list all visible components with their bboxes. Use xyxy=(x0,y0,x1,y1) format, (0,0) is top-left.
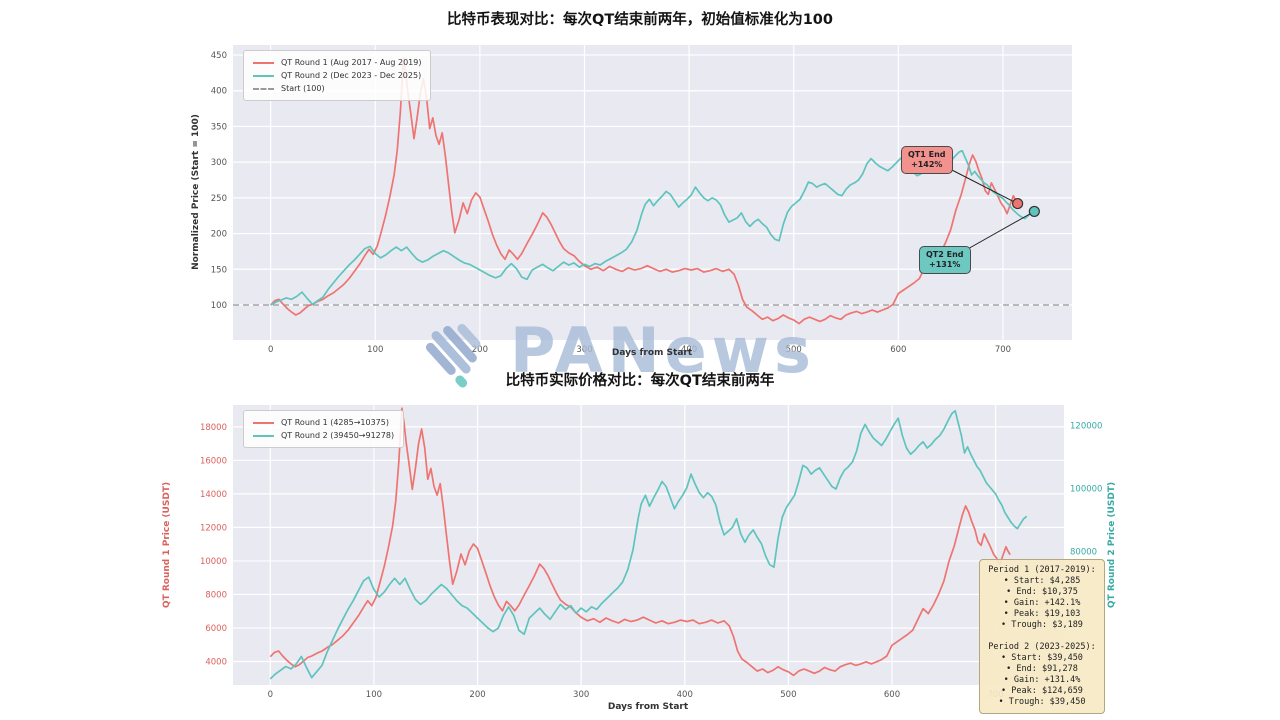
legend-label: QT Round 1 (Aug 2017 - Aug 2019) xyxy=(281,58,422,67)
qt2-line-swatch xyxy=(253,434,274,437)
bottom-right-y-tick-label: 80000 xyxy=(1070,547,1097,557)
qt2-end-annotation: QT2 End +131% xyxy=(919,246,971,274)
bottom-right-y-tick-label: 120000 xyxy=(1070,421,1102,431)
qt2-leader-line xyxy=(965,210,1035,251)
qt1-leader-line xyxy=(947,167,1018,205)
bottom-y-tick-label: 16000 xyxy=(200,456,227,466)
bottom-chart-left-axis-label: QT Round 1 Price (USDT) xyxy=(162,481,172,609)
bottom-y-tick-label: 14000 xyxy=(200,490,227,500)
top-x-tick-label: 700 xyxy=(995,345,1011,355)
legend-item-qt2: QT Round 2 (Dec 2023 - Dec 2025) xyxy=(253,69,421,82)
bottom-y-tick-label: 6000 xyxy=(205,624,227,634)
top-chart-legend: QT Round 1 (Aug 2017 - Aug 2019) QT Roun… xyxy=(243,50,432,101)
start-line-swatch xyxy=(253,87,274,90)
bottom-x-tick-label: 300 xyxy=(573,690,589,700)
bottom-x-tick-label: 600 xyxy=(884,690,900,700)
top-y-tick-label: 350 xyxy=(211,122,227,132)
top-x-tick-label: 300 xyxy=(576,345,592,355)
top-x-tick-label: 0 xyxy=(268,345,273,355)
qt1-end-annotation-gain: +142% xyxy=(911,160,943,169)
top-chart-y-axis-label: Normalized Price (Start = 100) xyxy=(191,114,201,270)
legend-item-qt1: QT Round 1 (Aug 2017 - Aug 2019) xyxy=(253,56,421,69)
bottom-y-tick-label: 4000 xyxy=(205,658,227,668)
top-x-tick-label: 100 xyxy=(367,345,383,355)
watermark-text: PANews xyxy=(510,314,816,387)
qt2-end-marker xyxy=(1028,205,1040,218)
top-y-tick-label: 450 xyxy=(211,51,227,61)
bottom-x-tick-label: 500 xyxy=(780,690,796,700)
qt1-end-annotation: QT1 End +142% xyxy=(901,146,953,174)
bottom-chart-title: 比特币实际价格对比：每次QT结束前两年 xyxy=(505,373,775,389)
qt1-end-annotation-title: QT1 End xyxy=(908,150,946,159)
qt2-end-annotation-title: QT2 End xyxy=(926,250,964,259)
legend-label: Start (100) xyxy=(281,84,325,93)
top-y-tick-label: 200 xyxy=(211,230,227,240)
period-stats-box: Period 1 (2017-2019): • Start: $4,285 • … xyxy=(979,559,1105,714)
legend-item-start-line: Start (100) xyxy=(253,82,421,95)
bottom-y-tick-label: 12000 xyxy=(200,523,227,533)
top-x-tick-label: 200 xyxy=(472,345,488,355)
top-y-tick-label: 300 xyxy=(211,158,227,168)
legend-label: QT Round 1 (4285→10375) xyxy=(281,418,389,427)
bottom-y-tick-label: 18000 xyxy=(200,423,227,433)
top-y-tick-label: 250 xyxy=(211,194,227,204)
top-chart-x-axis-label: Days from Start xyxy=(611,348,693,358)
legend-item-qt1-price: QT Round 1 (4285→10375) xyxy=(253,416,394,429)
top-x-tick-label: 400 xyxy=(681,345,697,355)
qt2-end-annotation-gain: +131% xyxy=(929,260,961,269)
bottom-x-tick-label: 100 xyxy=(366,690,382,700)
bottom-y-tick-label: 8000 xyxy=(205,590,227,600)
qt2-line-swatch xyxy=(253,74,274,77)
bottom-right-y-tick-label: 100000 xyxy=(1070,484,1102,494)
bottom-x-tick-label: 200 xyxy=(469,690,485,700)
qt2-price-series-line xyxy=(269,409,1028,680)
qt1-line-swatch xyxy=(253,421,274,424)
top-y-tick-label: 100 xyxy=(211,301,227,311)
top-x-tick-label: 600 xyxy=(890,345,906,355)
panews-logo-icon xyxy=(425,323,481,388)
legend-label: QT Round 2 (39450→91278) xyxy=(281,431,395,440)
watermark: PANews xyxy=(424,314,816,388)
qt1-line-swatch xyxy=(253,61,274,64)
bottom-x-tick-label: 400 xyxy=(677,690,693,700)
top-x-tick-label: 500 xyxy=(786,345,802,355)
bottom-chart-x-axis-label: Days from Start xyxy=(607,702,689,712)
bottom-plot-background xyxy=(233,405,1064,685)
qt1-series-line xyxy=(270,57,1019,325)
qt1-end-marker xyxy=(1012,197,1024,210)
bottom-x-tick-label: 0 xyxy=(268,690,273,700)
top-y-tick-label: 400 xyxy=(211,87,227,97)
bottom-chart-legend: QT Round 1 (4285→10375) QT Round 2 (3945… xyxy=(243,410,405,448)
bottom-chart-right-axis-label: QT Round 2 Price (USDT) xyxy=(1107,481,1117,609)
qt1-price-series-line xyxy=(269,407,1011,677)
legend-item-qt2-price: QT Round 2 (39450→91278) xyxy=(253,429,394,442)
top-y-tick-label: 150 xyxy=(211,265,227,275)
bottom-y-tick-label: 10000 xyxy=(200,557,227,567)
top-chart-title: 比特币表现对比：每次QT结束前两年，初始值标准化为100 xyxy=(447,12,833,28)
legend-label: QT Round 2 (Dec 2023 - Dec 2025) xyxy=(281,71,422,80)
